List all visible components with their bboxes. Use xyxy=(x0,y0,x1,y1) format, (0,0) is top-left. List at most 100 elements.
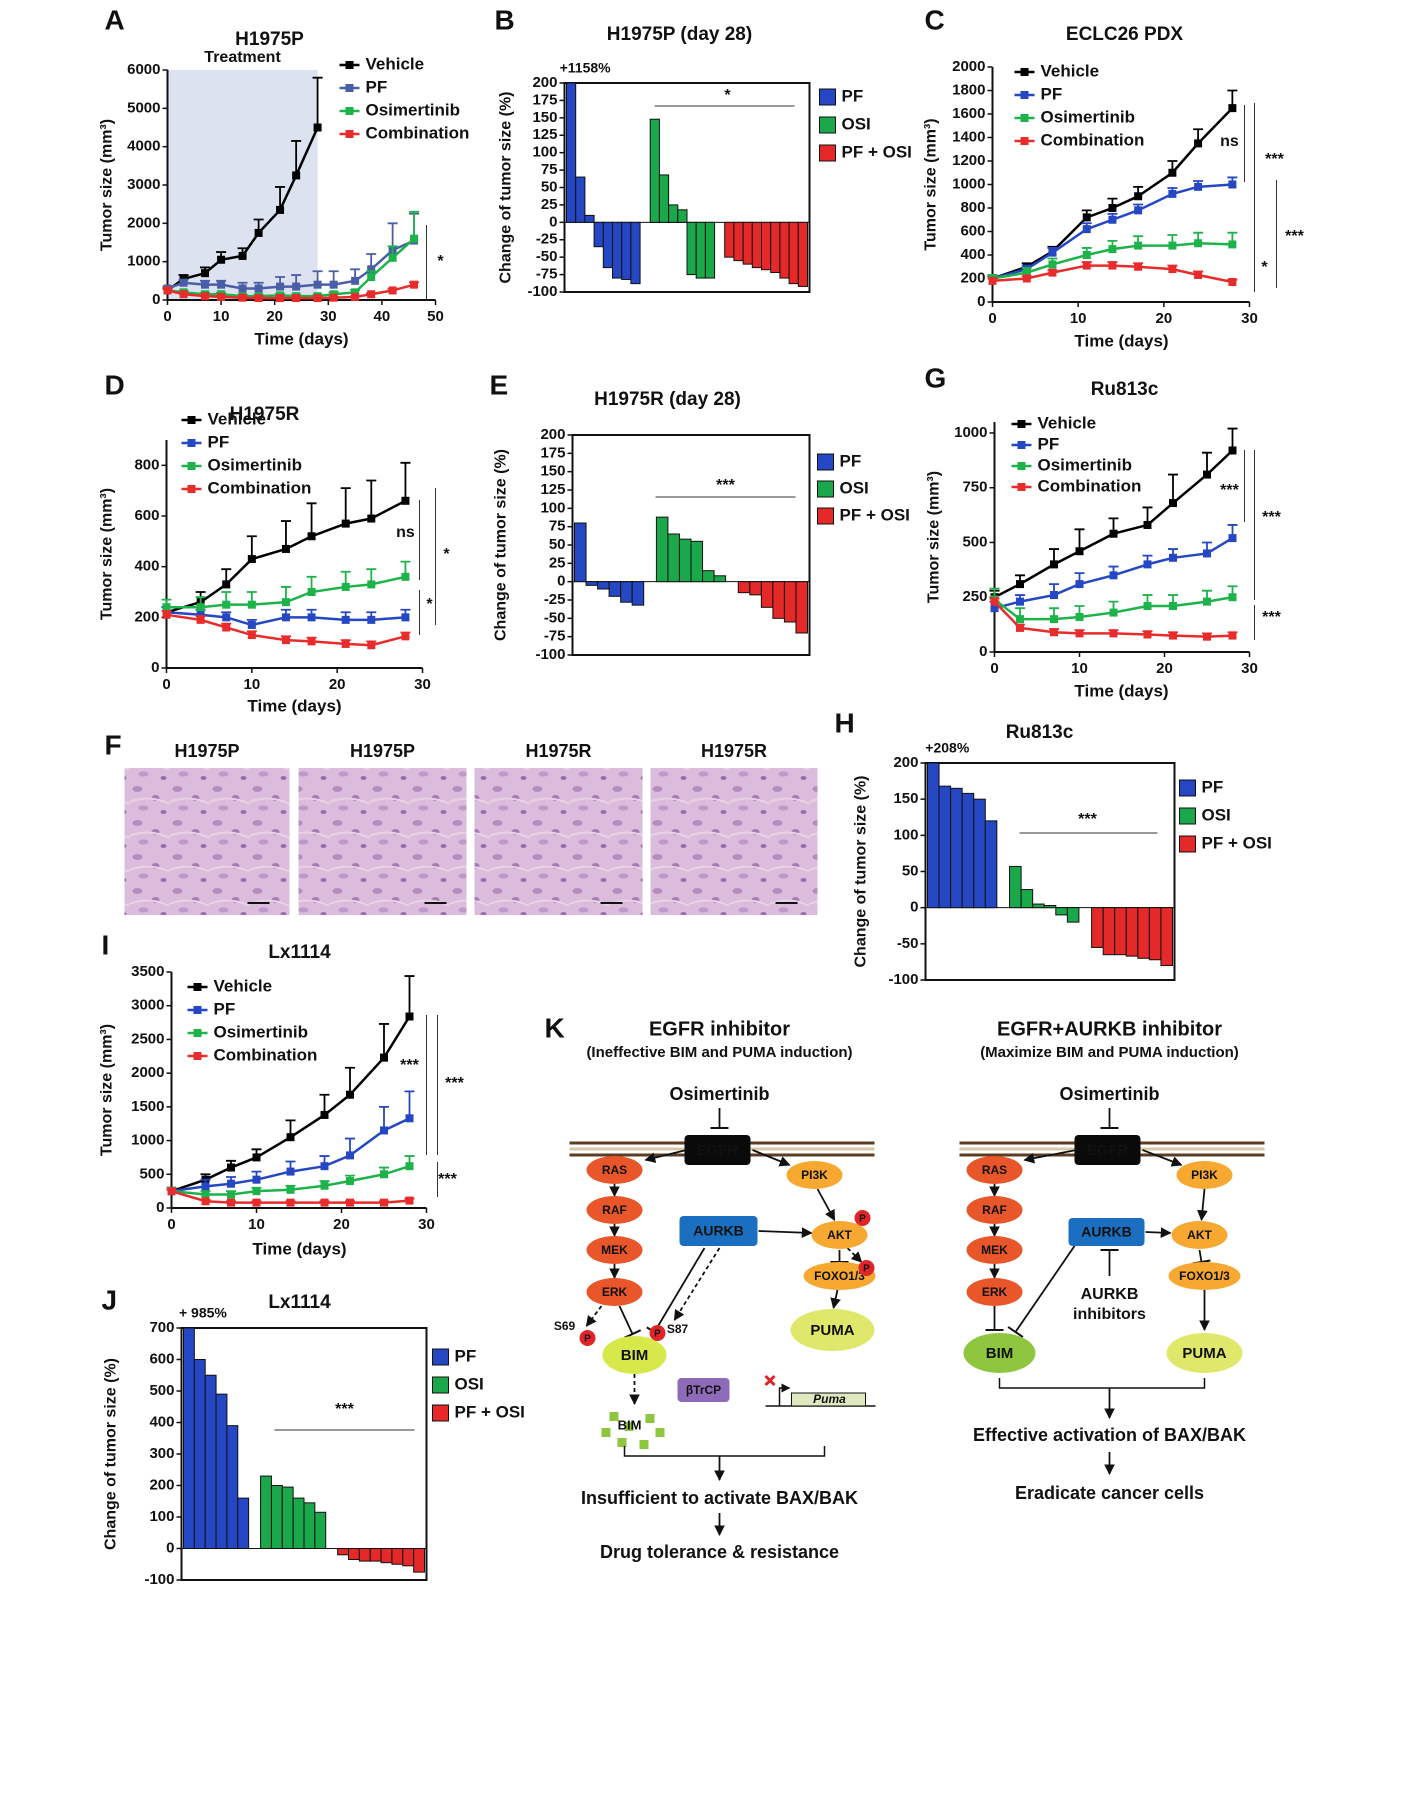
bar xyxy=(761,221,772,271)
y-tick-label: 125 xyxy=(532,126,557,143)
node xyxy=(963,1333,1036,1373)
data-point xyxy=(254,284,263,293)
significance: *** xyxy=(1285,228,1304,245)
y-tick-label: 2000 xyxy=(127,214,160,231)
legend-label: Vehicle xyxy=(1041,61,1100,80)
bar xyxy=(677,209,688,223)
significance: *** xyxy=(1078,811,1097,828)
y-tick-label: 0 xyxy=(979,643,987,660)
data-point xyxy=(1016,597,1024,606)
y-tick-label: 175 xyxy=(532,91,557,108)
x-axis-label: Time (days) xyxy=(1074,331,1168,350)
bar xyxy=(621,221,632,280)
degraded-fragment xyxy=(601,1428,611,1437)
error-bar xyxy=(340,487,351,524)
data-point xyxy=(313,280,322,289)
y-tick-label: 200 xyxy=(149,1476,174,1493)
data-point xyxy=(286,1198,295,1207)
data-point xyxy=(222,613,231,622)
data-point xyxy=(1143,560,1152,569)
arrow xyxy=(830,1289,841,1310)
y-tick-label: 1400 xyxy=(952,128,985,145)
chart-title: H1975P (day 28) xyxy=(607,24,752,45)
bar xyxy=(215,1393,228,1550)
diagram-subtitle: (Ineffective BIM and PUMA induction) xyxy=(586,1044,852,1061)
node-label: PI3K xyxy=(801,1168,828,1182)
legend-label: PF xyxy=(208,432,230,451)
y-tick-label: 100 xyxy=(532,144,557,161)
bar xyxy=(1137,907,1150,959)
bar xyxy=(602,221,613,269)
y-axis-label: Tumor size (mm³) xyxy=(926,471,943,603)
node xyxy=(1068,1218,1145,1246)
node-label: βTrCP xyxy=(686,1383,721,1397)
data-point xyxy=(367,290,376,299)
bar xyxy=(314,1511,327,1550)
chart-title: H1975R xyxy=(230,404,300,425)
legend-label: Combination xyxy=(214,1045,318,1064)
error-bar xyxy=(1168,473,1178,504)
panel-letter: G xyxy=(925,362,947,393)
inhibition xyxy=(653,1247,706,1333)
node xyxy=(811,1221,868,1249)
y-tick-label: 500 xyxy=(139,1165,164,1182)
drug: Osimertinib xyxy=(1059,1084,1159,1104)
data-point xyxy=(307,637,316,646)
site-label: S69 xyxy=(554,1319,576,1333)
y-tick-label: 200 xyxy=(540,426,565,443)
y-tick-label: 1200 xyxy=(952,152,985,169)
legend-marker xyxy=(345,107,354,115)
x-tick-label: 10 xyxy=(1071,660,1088,677)
arrow xyxy=(752,1149,791,1167)
arrow xyxy=(644,1149,687,1163)
node xyxy=(586,1278,643,1306)
data-point xyxy=(1228,593,1237,602)
node-label: BIM xyxy=(986,1345,1014,1362)
inhibition-bar xyxy=(1007,1326,1024,1338)
y-tick-label: 2000 xyxy=(131,1064,164,1081)
data-point xyxy=(286,1185,295,1194)
bar xyxy=(270,1485,283,1549)
x-tick-label: 0 xyxy=(988,310,996,327)
node-label: FOXO1/3 xyxy=(1179,1269,1230,1283)
significance: *** xyxy=(445,1075,464,1092)
bar xyxy=(292,1497,305,1549)
y-tick-label: 250 xyxy=(962,588,987,605)
node xyxy=(679,1216,758,1246)
bar xyxy=(1148,907,1162,961)
panel-letter: I xyxy=(102,929,110,960)
arrow xyxy=(1023,1149,1077,1164)
node-label: ERK xyxy=(602,1285,628,1299)
phospho-label: P xyxy=(584,1334,591,1345)
legend-label: Osimertinib xyxy=(1038,455,1132,474)
x-tick-label: 10 xyxy=(213,308,230,325)
chart-title: H1975R (day 28) xyxy=(594,389,741,410)
x-tick-label: 40 xyxy=(374,308,391,325)
node xyxy=(966,1156,1023,1184)
arrow xyxy=(816,1188,836,1221)
x-axis-label: Time (days) xyxy=(254,329,348,348)
legend-swatch xyxy=(819,116,836,134)
node-label: RAF xyxy=(982,1203,1007,1217)
y-tick-label: 50 xyxy=(541,178,558,195)
data-point xyxy=(167,1187,176,1196)
node xyxy=(586,1196,643,1224)
data-point xyxy=(1109,608,1118,617)
legend-swatch xyxy=(819,88,836,106)
data-point xyxy=(313,294,322,303)
y-tick-label: 0 xyxy=(166,1539,174,1556)
data-point xyxy=(1108,245,1117,254)
significance: ns xyxy=(1220,133,1239,150)
legend-marker xyxy=(345,84,354,92)
y-tick-label: 500 xyxy=(149,1382,174,1399)
legend-marker xyxy=(187,485,196,493)
data-point xyxy=(222,580,231,589)
node-label: BIM xyxy=(618,1417,642,1432)
data-point xyxy=(401,613,410,622)
y-tick-label: 1000 xyxy=(954,424,987,441)
shade-label: Treatment xyxy=(204,49,281,66)
data-point xyxy=(227,1179,235,1188)
node xyxy=(586,1236,643,1264)
histology-image xyxy=(474,768,643,915)
